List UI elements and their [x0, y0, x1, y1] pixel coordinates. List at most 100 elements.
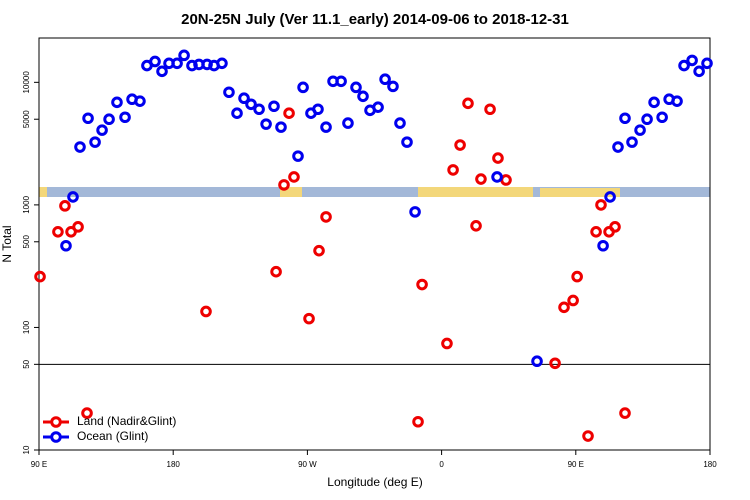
- point: [597, 239, 609, 252]
- point: [320, 121, 332, 133]
- point: [462, 97, 474, 110]
- point: [612, 141, 624, 153]
- chart-title: 20N-25N July (Ver 11.1_early) 2014-09-06…: [181, 11, 569, 28]
- y-tick-label: 5000: [22, 110, 31, 128]
- point: [701, 57, 713, 70]
- point: [470, 220, 482, 232]
- point: [693, 65, 705, 78]
- point: [34, 270, 46, 283]
- point: [571, 270, 583, 283]
- x-tick-label: 90 E: [568, 460, 584, 469]
- point: [619, 407, 631, 419]
- point: [60, 239, 72, 252]
- point: [275, 121, 287, 133]
- point: [303, 312, 315, 325]
- point: [67, 191, 79, 203]
- point: [387, 80, 399, 93]
- x-tick-label: 90 W: [298, 460, 317, 469]
- point: [484, 103, 496, 116]
- point: [335, 75, 347, 88]
- point: [223, 86, 235, 99]
- point: [320, 211, 332, 223]
- point: [216, 57, 228, 70]
- x-tick-label: 180: [703, 460, 717, 469]
- point: [81, 407, 93, 419]
- point: [492, 152, 504, 164]
- point: [619, 112, 631, 125]
- y-tick-label: 10000: [22, 71, 31, 94]
- land-strip: [418, 187, 533, 197]
- x-tick-label: 180: [167, 460, 181, 469]
- x-tick-label: 0: [439, 460, 444, 469]
- point: [171, 57, 183, 70]
- point: [595, 199, 607, 211]
- y-tick-label: 100: [22, 320, 31, 334]
- point: [357, 90, 369, 103]
- point: [491, 171, 503, 183]
- point: [111, 96, 123, 109]
- point: [72, 221, 84, 233]
- point: [634, 124, 646, 136]
- point: [416, 278, 428, 291]
- point: [134, 95, 146, 107]
- point: [609, 221, 621, 233]
- point: [409, 206, 421, 218]
- y-axis-label: N Total: [0, 225, 14, 262]
- point: [441, 337, 453, 350]
- point: [671, 95, 683, 107]
- point: [648, 96, 660, 109]
- map-strip: [39, 187, 710, 197]
- point: [260, 118, 272, 130]
- point: [245, 98, 257, 111]
- point: [531, 355, 543, 368]
- land-strip: [540, 188, 620, 197]
- point: [288, 171, 300, 183]
- point: [350, 81, 362, 94]
- point: [412, 415, 424, 428]
- point: [103, 113, 115, 126]
- point: [270, 265, 282, 278]
- point: [200, 305, 212, 318]
- point: [372, 101, 384, 113]
- legend-label: Land (Nadir&Glint): [77, 414, 176, 428]
- point: [283, 107, 295, 119]
- point: [401, 136, 413, 148]
- point: [268, 100, 280, 113]
- y-tick-label: 50: [22, 359, 31, 368]
- point: [297, 81, 309, 94]
- point: [678, 59, 690, 72]
- point: [454, 139, 466, 151]
- point: [379, 73, 391, 86]
- point: [656, 111, 668, 124]
- x-axis-label: Longitude (deg E): [327, 475, 422, 489]
- point: [313, 244, 325, 257]
- point: [500, 174, 512, 186]
- point: [312, 103, 324, 116]
- point: [178, 49, 190, 62]
- point: [686, 54, 698, 67]
- legend-marker: [50, 431, 62, 443]
- point: [342, 117, 354, 129]
- point: [641, 113, 653, 126]
- point: [253, 103, 265, 116]
- point: [604, 191, 616, 203]
- point: [447, 164, 459, 176]
- point: [89, 136, 101, 148]
- point: [567, 294, 579, 307]
- point: [156, 65, 168, 78]
- legend-label: Ocean (Glint): [77, 429, 148, 443]
- point: [74, 141, 86, 153]
- point: [626, 136, 638, 148]
- point: [590, 226, 602, 238]
- y-tick-label: 500: [22, 235, 31, 249]
- point: [292, 150, 304, 162]
- point: [549, 357, 561, 370]
- legend-marker: [50, 416, 62, 428]
- plot-frame: [38, 37, 711, 451]
- point: [52, 226, 64, 238]
- point: [278, 179, 290, 191]
- point: [96, 124, 108, 136]
- point: [558, 301, 570, 314]
